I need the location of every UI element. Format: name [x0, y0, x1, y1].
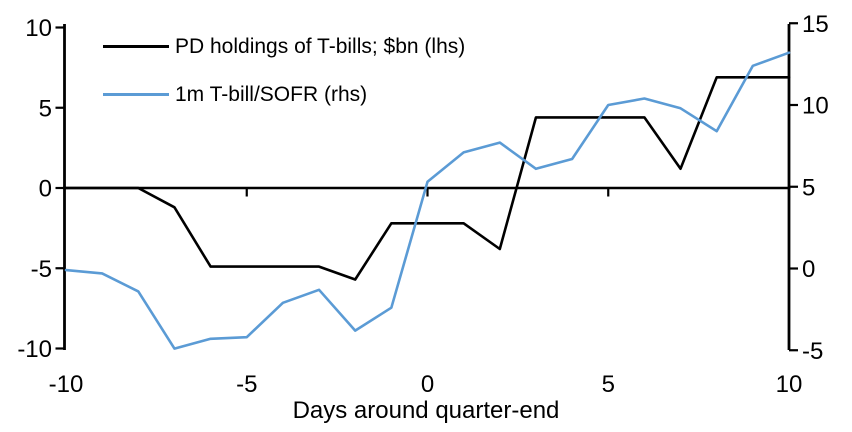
legend-line-swatch-black [103, 45, 169, 48]
tbill-sofr-series-line [64, 51, 791, 350]
right-axis-tick-label: 0 [802, 256, 815, 283]
x-axis-tick-label: 10 [776, 371, 803, 398]
left-axis-tick-label: 5 [39, 95, 52, 122]
x-axis-tick-label: -10 [49, 371, 84, 398]
legend-label-pd-holdings: PD holdings of T-bills; $bn (lhs) [175, 35, 466, 58]
x-axis-title: Days around quarter-end [292, 397, 560, 424]
legend-line-swatch-blue [103, 93, 169, 96]
x-axis-tick-label: 0 [421, 371, 434, 398]
chart-legend: PD holdings of T-bills; $bn (lhs) 1m T-b… [103, 34, 465, 107]
legend-item-pd-holdings: PD holdings of T-bills; $bn (lhs) [103, 34, 465, 59]
x-axis-tick-label: 5 [602, 371, 615, 398]
pd-holdings-series-line [64, 76, 791, 281]
right-axis-tick-label: 5 [802, 174, 815, 201]
left-axis-tick-label: 0 [39, 176, 52, 203]
right-axis-tick-label: 10 [802, 93, 829, 120]
legend-label-tbill-sofr: 1m T-bill/SOFR (rhs) [175, 83, 368, 106]
right-axis-tick-label: 15 [802, 11, 829, 38]
x-axis-tick-label: -5 [236, 371, 257, 398]
legend-item-tbill-sofr: 1m T-bill/SOFR (rhs) [103, 82, 465, 107]
left-axis-tick-label: 10 [25, 15, 52, 42]
left-axis-tick-label: -10 [17, 336, 52, 363]
left-axis-tick-label: -5 [31, 256, 52, 283]
right-axis-tick-label: -5 [802, 338, 823, 365]
